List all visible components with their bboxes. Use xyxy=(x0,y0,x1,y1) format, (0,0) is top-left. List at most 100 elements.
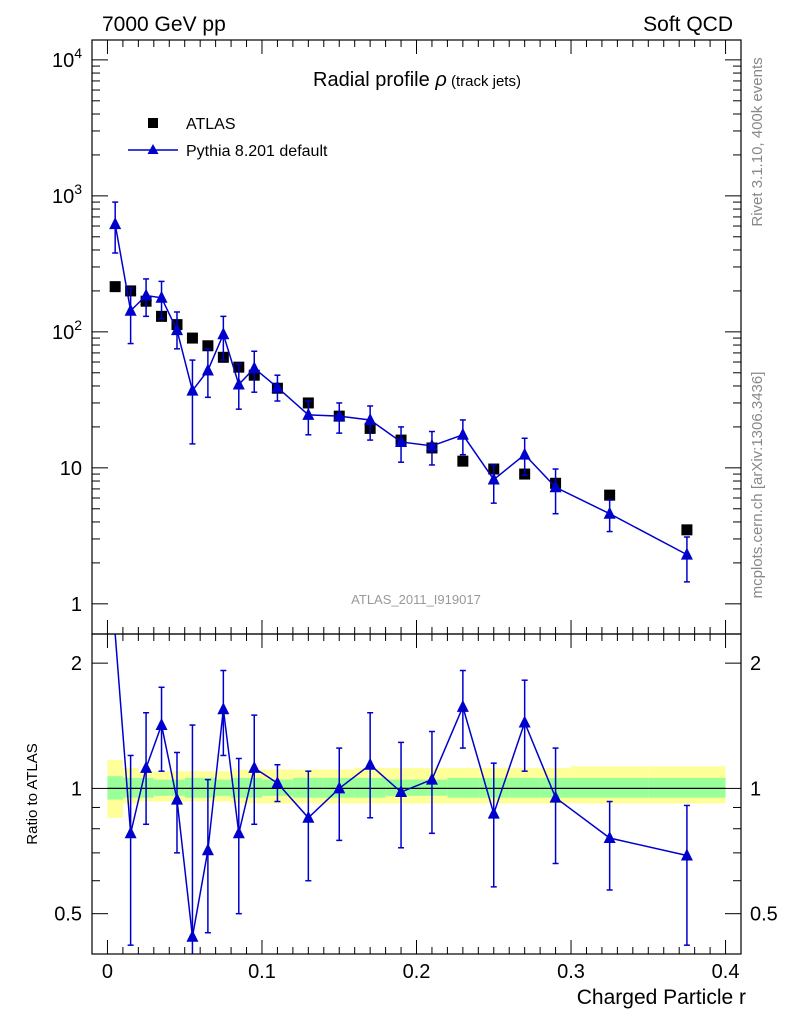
legend-atlas-label: ATLAS xyxy=(186,116,236,133)
ratio-data-point xyxy=(549,790,562,803)
ratio-data-point xyxy=(364,757,377,770)
pythia-data-point xyxy=(271,380,284,393)
ratio-data-point xyxy=(248,760,261,773)
main-y-tick-label-base: 10 xyxy=(60,458,82,480)
ratio-data-point xyxy=(487,806,500,819)
ratio-band-inner xyxy=(648,777,726,798)
ratio-data-point xyxy=(170,792,183,805)
plot-title-sub: (track jets) xyxy=(447,73,521,90)
pythia-data-point xyxy=(217,327,230,340)
main-y-tick-label-base: 10 xyxy=(52,186,74,208)
ratio-data-point xyxy=(680,848,693,861)
ratio-y-tick-label-right: 1 xyxy=(750,778,761,800)
legend: ATLAS Pythia 8.201 default xyxy=(128,116,328,160)
ratio-data-point xyxy=(186,929,199,942)
header-energy-label: 7000 GeV pp xyxy=(102,13,226,36)
ratio-data-point xyxy=(271,776,284,789)
pythia-data-point xyxy=(364,412,377,425)
pythia-series-line xyxy=(114,223,688,556)
ratio-band-inner xyxy=(571,777,649,798)
ratio-data-point xyxy=(124,826,137,839)
ratio-data-point xyxy=(333,781,346,794)
pythia-data-point xyxy=(232,377,245,390)
rivet-version-label: Rivet 3.1.10, 400k events xyxy=(749,57,766,226)
main-y-tick-label: 103 xyxy=(52,181,82,208)
ratio-y-tick-label-left: 1 xyxy=(71,778,82,800)
x-tick-label: 0.1 xyxy=(248,961,276,983)
pythia-data-point xyxy=(186,383,199,396)
ratio-data-point xyxy=(140,760,153,773)
pythia-data-point xyxy=(333,409,346,422)
mcplots-reference-label: mcplots.cern.ch [arXiv:1306.3436] xyxy=(749,372,766,599)
main-y-tick-label-base: 10 xyxy=(52,322,74,344)
plot-title-main: Radial profile xyxy=(313,69,435,91)
main-y-tick-label: 10 xyxy=(60,458,82,480)
pythia-data-point xyxy=(487,472,500,485)
pythia-series xyxy=(109,201,693,583)
main-y-tick-label: 102 xyxy=(52,317,82,344)
atlas-data-point xyxy=(604,489,616,501)
ratio-band-inner xyxy=(509,777,541,798)
ratio-data-point xyxy=(456,699,469,712)
pythia-data-point xyxy=(456,427,469,440)
pythia-data-point xyxy=(248,361,261,374)
atlas-data-point xyxy=(457,455,469,467)
analysis-watermark: ATLAS_2011_I919017 xyxy=(351,592,481,607)
legend-pythia-label: Pythia 8.201 default xyxy=(186,143,328,160)
ratio-data-point xyxy=(518,715,531,728)
pythia-data-point xyxy=(603,506,616,519)
ratio-y-tick-label-left: 2 xyxy=(71,653,82,675)
legend-atlas-marker xyxy=(148,118,158,128)
x-tick-labels: 0 0.1 0.2 0.3 0.4 xyxy=(102,961,740,983)
ratio-band-inner xyxy=(447,777,479,798)
legend-pythia-marker xyxy=(147,144,159,154)
ratio-y-axis-label: Ratio to ATLAS xyxy=(24,743,41,844)
pythia-data-point xyxy=(201,363,214,376)
ratio-data-point xyxy=(155,718,168,731)
x-axis-label: Charged Particle r xyxy=(577,986,746,1009)
ratio-data-point xyxy=(603,831,616,844)
atlas-series xyxy=(109,281,693,536)
x-tick-label: 0.2 xyxy=(403,961,431,983)
ratio-data-point xyxy=(232,826,245,839)
pythia-data-point xyxy=(518,447,531,460)
ratio-band-inner xyxy=(215,779,232,796)
pythia-data-point xyxy=(549,480,562,493)
atlas-data-point xyxy=(681,524,693,536)
ratio-y-tick-labels: 0.5 0.5 1 1 2 2 xyxy=(54,653,778,926)
ratio-data-point xyxy=(201,843,214,856)
ratio-data-point xyxy=(425,772,438,785)
pythia-data-point xyxy=(124,303,137,316)
pythia-data-point xyxy=(395,434,408,447)
plot-title-symbol: ρ xyxy=(434,69,446,91)
main-y-tick-label-exponent: 3 xyxy=(74,181,82,197)
main-y-tick-label-exponent: 4 xyxy=(74,45,82,61)
ratio-series-line xyxy=(114,633,688,937)
pythia-data-point xyxy=(680,547,693,560)
ratio-pythia-series xyxy=(114,633,693,954)
ratio-data-point xyxy=(217,702,230,715)
main-y-tick-label: 1 xyxy=(71,594,82,616)
ratio-y-tick-label-left: 0.5 xyxy=(54,904,82,926)
main-y-tick-label: 104 xyxy=(52,45,82,72)
main-y-tick-label-base: 1 xyxy=(71,594,82,616)
x-tick-label: 0.4 xyxy=(712,961,740,983)
pythia-data-point xyxy=(170,323,183,336)
main-y-tick-label-base: 10 xyxy=(52,50,74,72)
plot-title: Radial profile ρ (track jets) xyxy=(313,69,521,91)
ratio-data-point xyxy=(395,785,408,798)
x-tick-label: 0 xyxy=(102,961,113,983)
pythia-data-point xyxy=(155,290,168,303)
atlas-data-point xyxy=(109,281,121,293)
ratio-y-tick-label-right: 0.5 xyxy=(750,904,778,926)
header-category-label: Soft QCD xyxy=(643,13,733,36)
main-panel-ticks xyxy=(92,40,741,634)
pythia-data-point xyxy=(109,217,122,230)
ratio-panel-ticks xyxy=(92,634,741,955)
pythia-data-point xyxy=(302,407,315,420)
pythia-data-point xyxy=(425,438,438,451)
ratio-y-tick-label-right: 2 xyxy=(750,653,761,675)
